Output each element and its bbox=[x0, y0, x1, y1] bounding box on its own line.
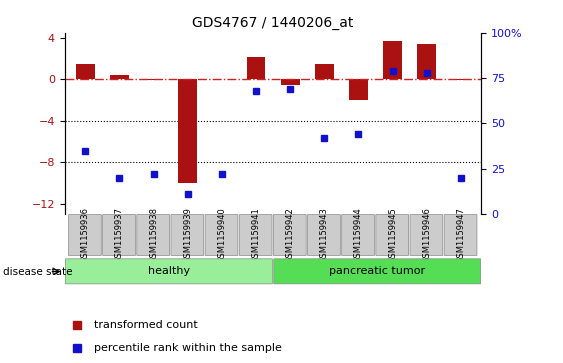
Text: GSM1159936: GSM1159936 bbox=[81, 207, 90, 263]
Text: percentile rank within the sample: percentile rank within the sample bbox=[94, 343, 282, 352]
Bar bbox=[417, 44, 436, 79]
FancyBboxPatch shape bbox=[274, 215, 306, 256]
Bar bbox=[383, 41, 402, 79]
FancyBboxPatch shape bbox=[444, 215, 477, 256]
FancyBboxPatch shape bbox=[342, 215, 374, 256]
Text: GSM1159938: GSM1159938 bbox=[149, 207, 158, 263]
Text: GSM1159946: GSM1159946 bbox=[422, 207, 431, 263]
Text: GSM1159941: GSM1159941 bbox=[252, 207, 261, 263]
FancyBboxPatch shape bbox=[376, 215, 409, 256]
Bar bbox=[178, 79, 197, 183]
Text: GSM1159940: GSM1159940 bbox=[217, 207, 226, 263]
Text: transformed count: transformed count bbox=[94, 321, 198, 330]
FancyBboxPatch shape bbox=[307, 215, 340, 256]
FancyBboxPatch shape bbox=[239, 215, 272, 256]
Text: GSM1159944: GSM1159944 bbox=[354, 207, 363, 263]
Bar bbox=[144, 79, 163, 80]
Bar bbox=[110, 75, 129, 79]
Bar bbox=[452, 79, 470, 80]
FancyBboxPatch shape bbox=[274, 259, 481, 284]
Text: GSM1159942: GSM1159942 bbox=[285, 207, 294, 263]
Bar bbox=[349, 79, 368, 100]
FancyBboxPatch shape bbox=[410, 215, 443, 256]
Text: healthy: healthy bbox=[148, 266, 190, 276]
Text: GSM1159945: GSM1159945 bbox=[388, 207, 397, 263]
FancyBboxPatch shape bbox=[69, 215, 101, 256]
Bar bbox=[315, 64, 334, 79]
Text: disease state: disease state bbox=[3, 266, 72, 277]
Bar bbox=[247, 57, 265, 79]
FancyBboxPatch shape bbox=[65, 259, 272, 284]
Text: GSM1159943: GSM1159943 bbox=[320, 207, 329, 263]
Text: GSM1159939: GSM1159939 bbox=[183, 207, 192, 263]
FancyBboxPatch shape bbox=[137, 215, 169, 256]
FancyBboxPatch shape bbox=[102, 215, 136, 256]
Title: GDS4767 / 1440206_at: GDS4767 / 1440206_at bbox=[193, 16, 354, 30]
Text: pancreatic tumor: pancreatic tumor bbox=[329, 266, 425, 276]
Bar bbox=[76, 64, 95, 79]
Text: GSM1159947: GSM1159947 bbox=[457, 207, 466, 263]
Bar bbox=[281, 79, 300, 85]
Text: GSM1159937: GSM1159937 bbox=[115, 207, 124, 263]
FancyBboxPatch shape bbox=[205, 215, 238, 256]
FancyBboxPatch shape bbox=[171, 215, 204, 256]
